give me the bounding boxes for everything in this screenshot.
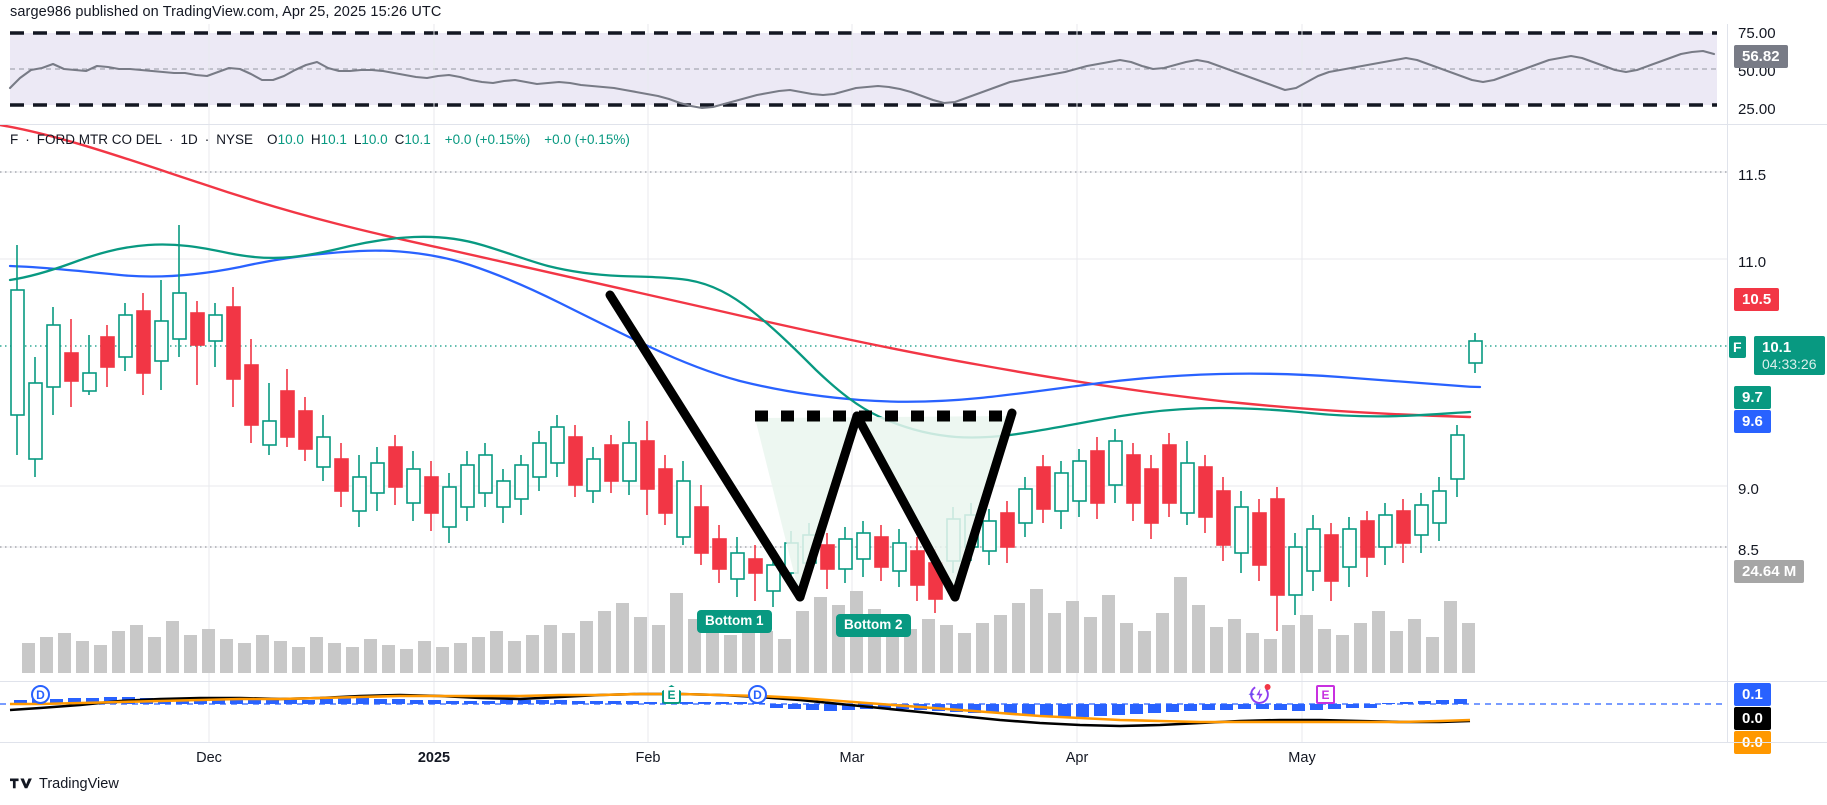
rsi-axis-label-0: 75.00 xyxy=(1738,25,1776,42)
volume-value-badge[interactable]: 24.64 M xyxy=(1734,560,1805,584)
earnings-upcoming-icon: E xyxy=(1316,685,1335,704)
time-axis-tick-5: May xyxy=(1288,750,1316,766)
rsi-axis-label-2: 25.00 xyxy=(1738,101,1776,118)
macd-line-badge[interactable]: 0.0 xyxy=(1734,707,1771,731)
brand-name: TradingView xyxy=(39,776,119,792)
ema-price-badge[interactable]: 10.5 xyxy=(1734,288,1780,312)
earnings-marker-1[interactable]: E xyxy=(662,685,681,704)
last-price-badge[interactable]: 10.1 04:33:26 xyxy=(1754,336,1825,376)
legend-low-key: L xyxy=(353,132,362,147)
last-price-symbol-tag: F xyxy=(1729,336,1746,359)
earnings-letter: E xyxy=(667,687,676,702)
pattern-label-text: Bottom 2 xyxy=(844,617,903,632)
ma-blue-badge[interactable]: 9.6 xyxy=(1734,410,1771,434)
legend-high-value: 10.1 xyxy=(320,132,347,147)
ma-green-badge[interactable]: 9.7 xyxy=(1734,386,1771,410)
rsi-value-badge[interactable]: 56.82 xyxy=(1734,45,1788,69)
macd-indicator-pane[interactable] xyxy=(0,682,1727,742)
time-axis-tick-0: Dec xyxy=(196,750,222,766)
rsi-plot xyxy=(8,24,1717,124)
legend-sep: · xyxy=(169,132,174,147)
legend-change-percent: +0.0 (+0.15%) xyxy=(544,132,630,147)
pattern-label-bottom-2[interactable]: Bottom 2 xyxy=(836,614,911,637)
symbol-legend[interactable]: F · FORD MTR CO DEL · 1D · NYSE O10.0 H10.1 L10.0… xyxy=(10,133,630,147)
dividend-icon: D xyxy=(31,685,50,704)
price-axis-label-0: 11.5 xyxy=(1738,167,1767,184)
tradingview-logo-icon xyxy=(10,778,32,789)
main-price-axis[interactable]: 11.5 11.0 9.0 8.5 10.5 10.1 04:33:26 F 9.7 9.6 24.… xyxy=(1727,125,1827,681)
pane-divider-rsi-price xyxy=(0,124,1827,125)
macd-price-axis[interactable]: 0.1 0.0 0.0 xyxy=(1727,682,1827,755)
legend-open-key: O xyxy=(267,132,278,147)
legend-sep: · xyxy=(25,132,30,147)
time-axis-tick-4: Apr xyxy=(1065,750,1089,766)
sparkle-lightning-icon xyxy=(1248,684,1271,704)
legend-high-key: H xyxy=(310,132,321,147)
legend-change-absolute: +0.0 (+0.15%) xyxy=(444,132,531,147)
dividend-marker-2[interactable]: D xyxy=(748,685,767,704)
volume-bars xyxy=(22,577,1475,673)
earnings-upcoming-marker[interactable]: E xyxy=(1316,685,1335,704)
bar-countdown: 04:33:26 xyxy=(1762,356,1817,373)
time-axis-tick-2: Feb xyxy=(635,750,661,766)
earnings-icon: E xyxy=(662,685,681,704)
time-axis[interactable]: Dec 2025 Feb Mar Apr May xyxy=(0,742,1827,772)
macd-hist-badge[interactable]: 0.1 xyxy=(1734,683,1771,707)
legend-close-key: C xyxy=(394,132,405,147)
legend-low-value: 10.0 xyxy=(361,132,388,147)
rsi-indicator-pane[interactable] xyxy=(0,24,1727,124)
pattern-label-text: Bottom 1 xyxy=(705,613,764,628)
dividend-letter: D xyxy=(753,687,762,702)
legend-close-value: 10.1 xyxy=(404,132,431,147)
legend-exchange: NYSE xyxy=(216,132,254,147)
main-price-pane[interactable]: Bottom 1 Bottom 2 D E D xyxy=(0,125,1727,704)
pane-divider-price-macd xyxy=(0,681,1827,682)
legend-description: FORD MTR CO DEL xyxy=(36,132,163,147)
legend-open-value: 10.0 xyxy=(277,132,304,147)
price-axis-label-1: 11.0 xyxy=(1738,254,1767,271)
price-plot xyxy=(0,125,1727,681)
tradingview-brand: TradingView xyxy=(10,776,119,792)
candlestick-series xyxy=(10,225,1483,631)
legend-symbol[interactable]: F xyxy=(10,132,19,147)
price-axis-label-3: 8.5 xyxy=(1738,542,1759,559)
ai-insight-marker[interactable] xyxy=(1248,682,1272,706)
dividend-letter: D xyxy=(36,687,45,702)
last-price-value: 10.1 xyxy=(1762,339,1792,356)
time-axis-tick-3: Mar xyxy=(839,750,865,766)
double-bottom-pattern xyxy=(605,290,1017,602)
rsi-price-axis[interactable]: 75.00 50.00 25.00 56.82 xyxy=(1727,24,1827,124)
legend-sep: · xyxy=(204,132,210,147)
price-axis-label-2: 9.0 xyxy=(1738,481,1759,498)
pattern-label-bottom-1[interactable]: Bottom 1 xyxy=(697,610,772,633)
time-axis-tick-1: 2025 xyxy=(417,750,451,766)
earnings-letter: E xyxy=(1321,687,1330,702)
publisher-attribution: sarge986 published on TradingView.com, A… xyxy=(0,0,1827,24)
macd-plot xyxy=(0,682,1727,742)
dividend-marker-1[interactable]: D xyxy=(31,685,50,704)
publisher-text: sarge986 published on TradingView.com, A… xyxy=(10,4,442,20)
legend-interval[interactable]: 1D xyxy=(180,132,198,147)
dividend-icon: D xyxy=(748,685,767,704)
